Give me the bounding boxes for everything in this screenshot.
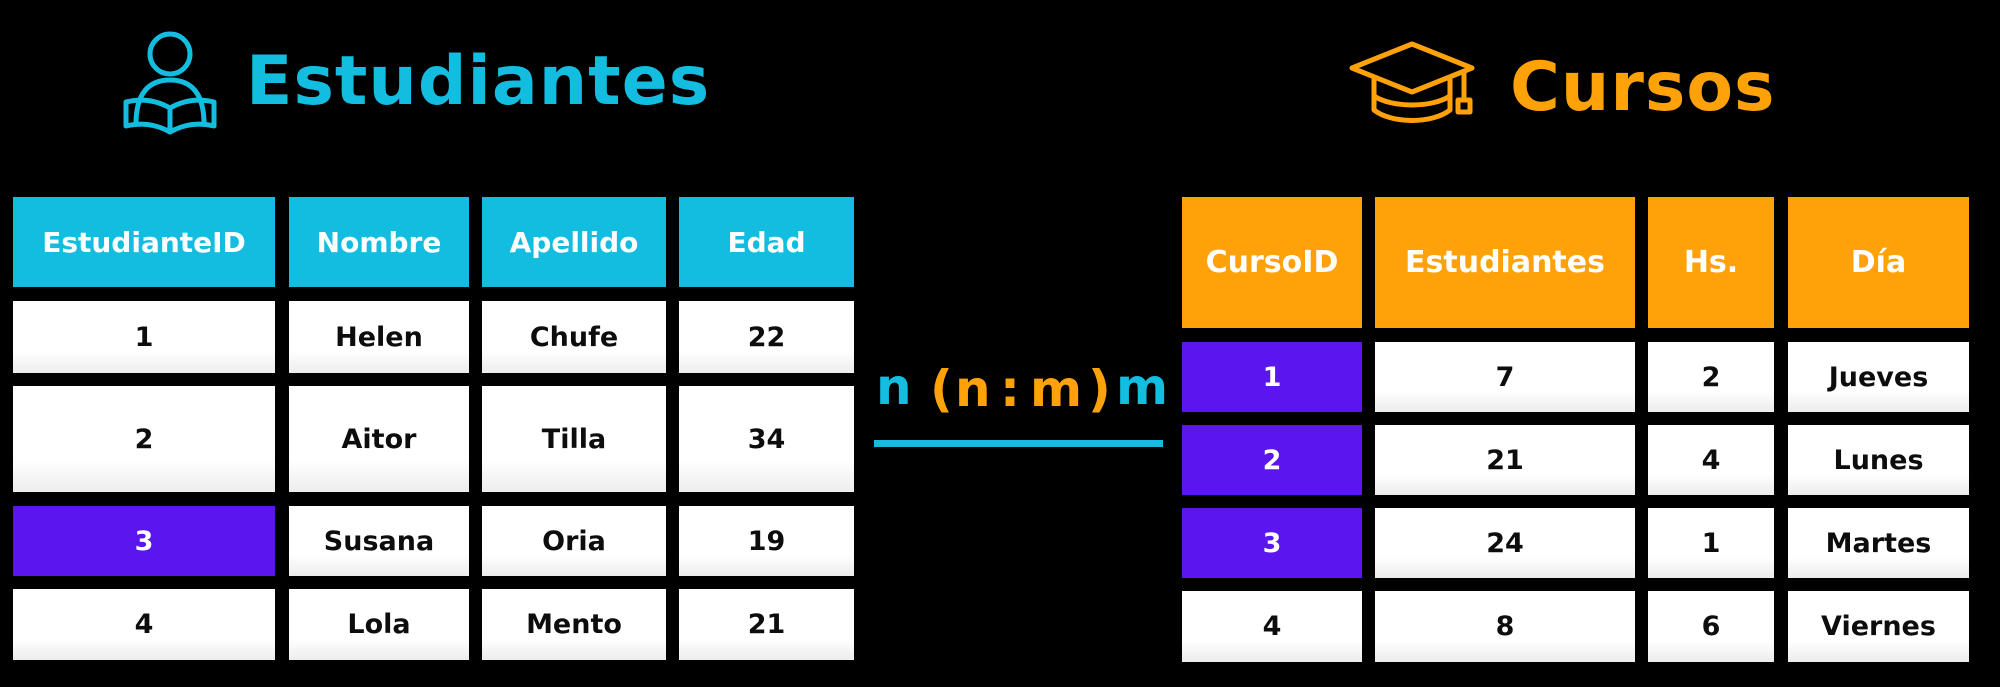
table-cell: Mento xyxy=(482,589,666,660)
relation-close-paren: ) xyxy=(1088,360,1111,418)
table-cell: Jueves xyxy=(1788,342,1969,412)
column-header: EstudianteID xyxy=(13,197,275,287)
column-header: Edad xyxy=(679,197,854,287)
column-header: Nombre xyxy=(289,197,469,287)
table-cell: 21 xyxy=(679,589,854,660)
relation-a: n xyxy=(955,360,991,418)
table-cell: 21 xyxy=(1375,425,1635,495)
table-cell: Lola xyxy=(289,589,469,660)
table-cell: 6 xyxy=(1648,591,1774,662)
estudiantes-title: Estudiantes xyxy=(246,42,711,121)
table-cell: Viernes xyxy=(1788,591,1969,662)
table-cell: 19 xyxy=(679,506,854,576)
table-cell: Susana xyxy=(289,506,469,576)
column-header: Día xyxy=(1788,197,1969,328)
student-reading-icon xyxy=(123,31,217,135)
table-cell: 24 xyxy=(1375,508,1635,578)
table-cell: 8 xyxy=(1375,591,1635,662)
column-header: CursoID xyxy=(1182,197,1362,328)
highlighted-id-cell: 2 xyxy=(1182,425,1362,495)
table-cell: 2 xyxy=(1648,342,1774,412)
highlighted-id-cell: 1 xyxy=(1182,342,1362,412)
table-cell: Lunes xyxy=(1788,425,1969,495)
table-cell: 1 xyxy=(1648,508,1774,578)
table-cell: 22 xyxy=(679,301,854,373)
graduation-cap-icon xyxy=(1349,41,1475,123)
table-cell: Martes xyxy=(1788,508,1969,578)
table-cell: 2 xyxy=(13,386,275,492)
table-cell: Helen xyxy=(289,301,469,373)
table-cell: 4 xyxy=(1182,591,1362,662)
column-header: Apellido xyxy=(482,197,666,287)
relation-right-cardinality: m xyxy=(1116,358,1169,416)
relation-open-paren: ( xyxy=(930,360,953,418)
relation-separator: : xyxy=(1000,360,1020,418)
table-cell: 1 xyxy=(13,301,275,373)
table-cell: Chufe xyxy=(482,301,666,373)
relation-b: m xyxy=(1030,360,1083,418)
table-cell: Oria xyxy=(482,506,666,576)
table-cell: 34 xyxy=(679,386,854,492)
table-cell: Aitor xyxy=(289,386,469,492)
relation-left-cardinality: n xyxy=(876,358,912,416)
table-cell: 4 xyxy=(1648,425,1774,495)
column-header: Hs. xyxy=(1648,197,1774,328)
column-header: Estudiantes xyxy=(1375,197,1635,328)
table-cell: 7 xyxy=(1375,342,1635,412)
table-cell: 4 xyxy=(13,589,275,660)
table-cell: Tilla xyxy=(482,386,666,492)
cursos-title: Cursos xyxy=(1510,48,1776,127)
relation-underline xyxy=(874,440,1163,447)
highlighted-id-cell: 3 xyxy=(13,506,275,576)
highlighted-id-cell: 3 xyxy=(1182,508,1362,578)
